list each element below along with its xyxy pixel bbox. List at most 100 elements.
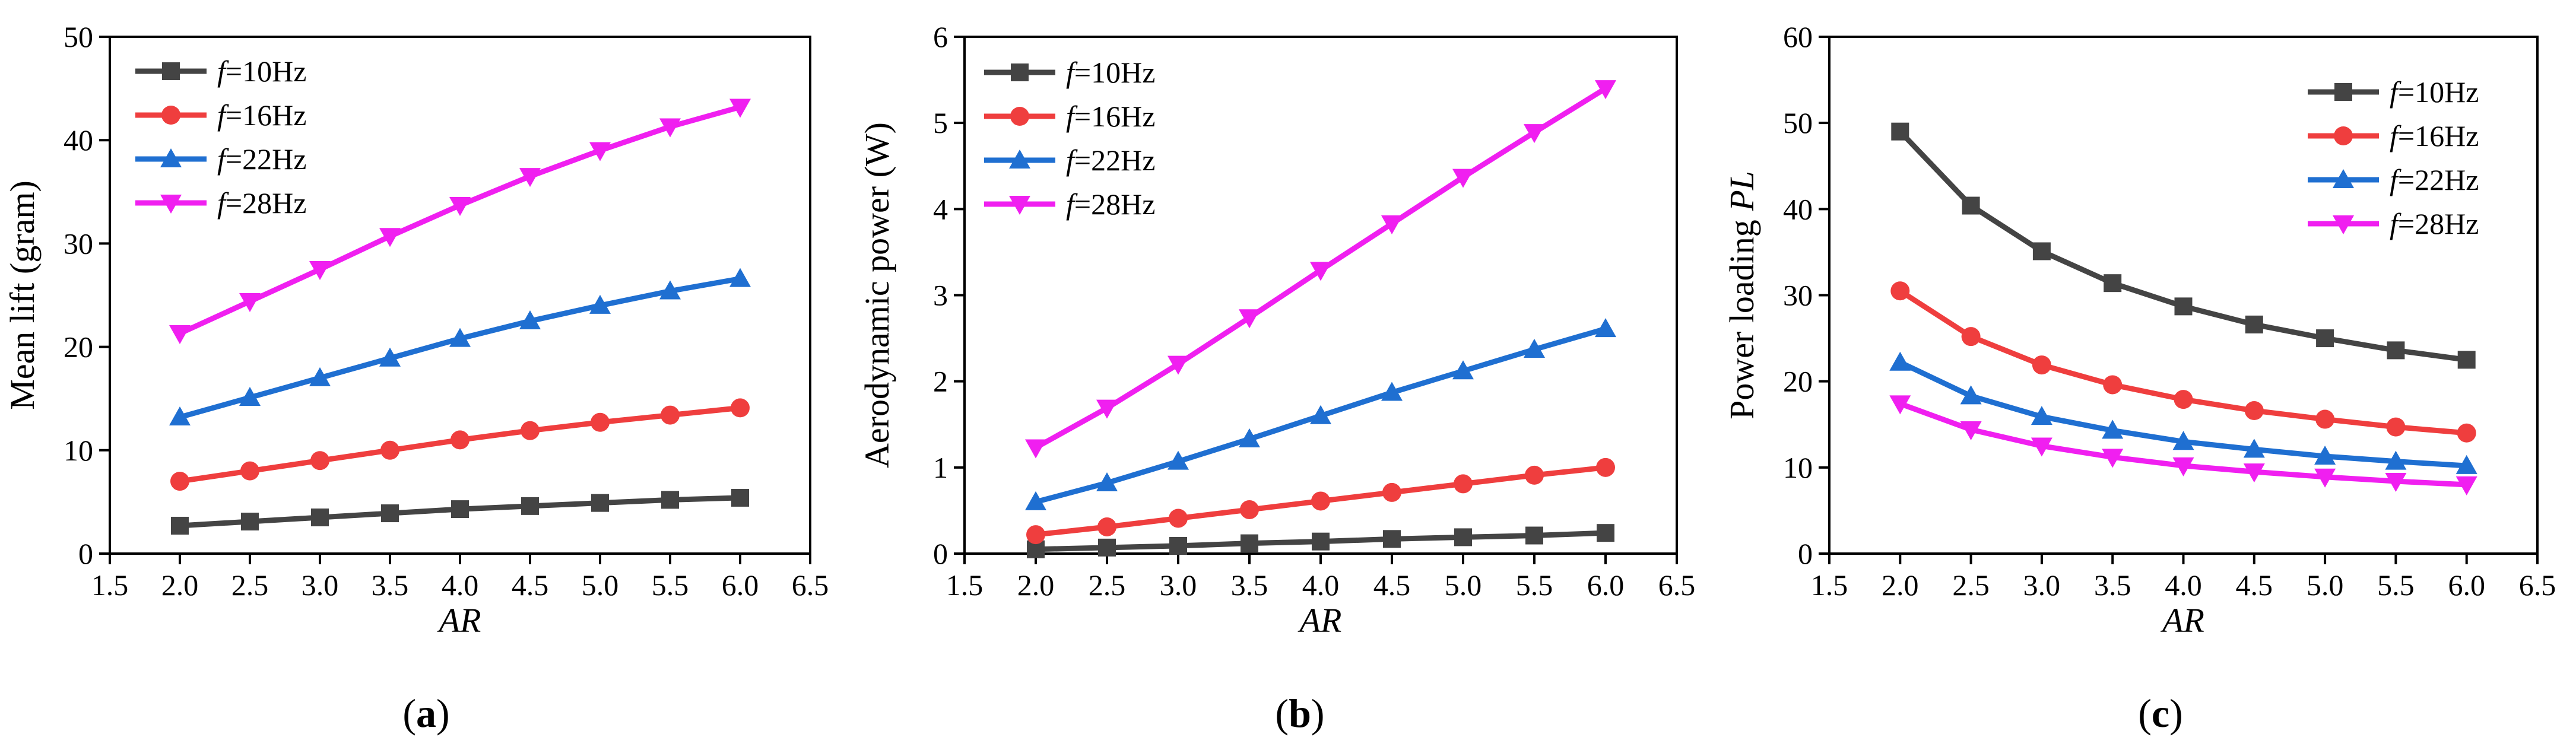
x-axis-title: AR [2160, 601, 2204, 640]
data-point [2172, 457, 2194, 476]
x-tick-label: 3.0 [2023, 568, 2061, 602]
x-tick-label: 2.5 [231, 568, 269, 602]
legend-marker [162, 62, 180, 80]
x-tick-label: 3.0 [302, 568, 339, 602]
series-2 [1025, 318, 1616, 510]
y-axis-title-text: Aerodynamic power (W) [858, 122, 896, 468]
legend: f=10Hz f=16Hz f=22Hz f=28Hz [2308, 75, 2479, 240]
x-tick-label: 3.0 [1160, 568, 1197, 602]
data-point [2244, 401, 2264, 421]
x-tick-label: 6.0 [722, 568, 759, 602]
legend-entry: f=16Hz [135, 98, 306, 132]
x-tick-label: 4.5 [1373, 568, 1411, 602]
legend-marker [2334, 83, 2352, 101]
data-point [1525, 526, 1543, 545]
data-point [309, 367, 331, 386]
series-0 [1027, 524, 1614, 558]
y-tick-label: 0 [78, 537, 93, 570]
data-point [1310, 262, 1331, 281]
data-point [379, 347, 401, 367]
data-point [2104, 274, 2122, 293]
x-tick-label: 4.0 [1302, 568, 1340, 602]
y-tick-label: 10 [1783, 451, 1813, 484]
data-point [2456, 455, 2477, 474]
data-point [379, 228, 401, 247]
legend-label-value: =22Hz [226, 142, 307, 176]
legend-marker [1011, 63, 1029, 81]
panel-label-letter: c [2152, 691, 2169, 736]
data-point [661, 405, 680, 425]
data-point [519, 168, 541, 188]
data-point [451, 430, 469, 450]
legend-marker [2333, 169, 2354, 188]
data-point [1597, 524, 1614, 542]
y-tick-label: 40 [1783, 192, 1813, 225]
data-point [239, 293, 261, 312]
data-point [1239, 428, 1260, 447]
data-point [661, 491, 679, 509]
legend-entry: f=10Hz [984, 56, 1155, 89]
panel-label-close: ) [1311, 691, 1325, 736]
data-point [1239, 309, 1260, 329]
legend-marker [1009, 196, 1030, 215]
panel-label-close: ) [2169, 691, 2183, 736]
legend-entry: f=22Hz [984, 144, 1155, 177]
data-point [2315, 409, 2335, 429]
legend-entry: f=28Hz [984, 188, 1155, 221]
panel-label-open: ( [402, 691, 416, 736]
series-line [179, 104, 741, 336]
data-point [1960, 385, 1982, 405]
legend-label-value: =16Hz [226, 98, 307, 132]
series-0 [1891, 122, 2476, 369]
data-point [1098, 538, 1116, 557]
y-tick-label: 50 [1783, 106, 1813, 139]
series-1 [1890, 281, 2476, 443]
data-point [731, 488, 749, 507]
legend-label-value: =10Hz [226, 55, 307, 88]
legend-label-value: =10Hz [1074, 56, 1156, 89]
data-point [2243, 463, 2265, 483]
data-point [169, 325, 191, 344]
data-point [2316, 329, 2334, 348]
y-tick-label: 20 [1783, 365, 1813, 398]
x-tick-label: 1.5 [1811, 568, 1848, 602]
data-point [1452, 169, 1474, 188]
series-line [1898, 129, 2467, 363]
y-axis-title: Aerodynamic power (W) [858, 122, 896, 468]
data-point [1889, 395, 1911, 415]
data-point [310, 451, 329, 471]
x-tick-label: 2.0 [1882, 568, 1919, 602]
y-tick-label: 20 [64, 330, 93, 364]
legend-entry: f=16Hz [2308, 119, 2479, 152]
data-point [521, 497, 539, 515]
data-point [2385, 450, 2407, 470]
legend-marker [161, 106, 180, 125]
y-axis-title-text: Mean lift (gram) [3, 180, 42, 410]
chart-panel-b: 1.5 2.0 2.5 3.0 3.5 4.0 4.5 5.0 5.5 6.0 6.5 0 1 2 3 4 5 6… [858, 20, 1695, 736]
y-tick-label: 40 [64, 123, 93, 157]
data-point [2387, 341, 2405, 360]
data-point [2032, 242, 2051, 260]
data-point [1311, 491, 1330, 511]
x-tick-label: 1.5 [91, 568, 129, 602]
data-point [589, 294, 611, 314]
data-point [1025, 491, 1046, 510]
y-axis-title-symbol: PL [1722, 171, 1761, 212]
data-point [1891, 122, 1909, 141]
data-point [2456, 476, 2477, 495]
y-axis-title: Power loading PL [1722, 171, 1761, 420]
y-tick-label: 5 [933, 106, 948, 139]
series-3 [1025, 80, 1616, 459]
y-tick-label: 0 [1798, 537, 1813, 570]
data-point [2102, 420, 2124, 439]
data-point [1596, 457, 1615, 477]
y-tick-label: 30 [64, 227, 93, 260]
y-tick-label: 2 [933, 365, 948, 398]
panel-label-letter: a [416, 691, 436, 736]
legend-marker [2334, 126, 2353, 145]
legend-entry: f=28Hz [2308, 207, 2479, 240]
x-axis-title: AR [1297, 601, 1342, 640]
legend-label: f=16Hz [2390, 119, 2479, 152]
y-tick-label: 60 [1783, 20, 1813, 53]
